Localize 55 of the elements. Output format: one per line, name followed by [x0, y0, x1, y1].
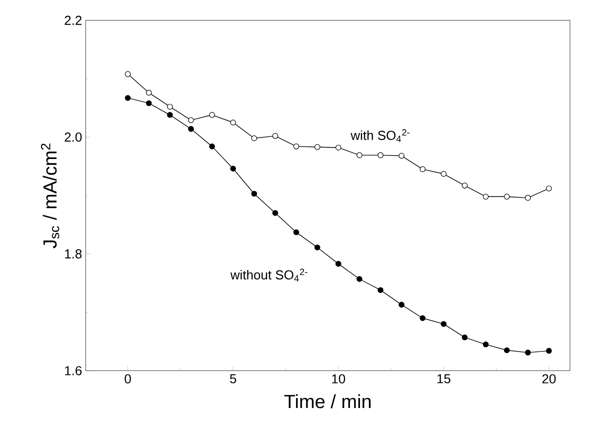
point — [146, 100, 152, 106]
point — [524, 350, 531, 356]
point — [188, 117, 194, 124]
point — [124, 95, 131, 101]
point — [356, 152, 362, 158]
point — [272, 133, 278, 139]
series-label: with SO$_{4}$2- — [350, 129, 410, 142]
point — [124, 71, 131, 77]
point — [314, 244, 320, 250]
point — [209, 112, 215, 118]
point — [146, 90, 152, 96]
point — [420, 315, 426, 322]
point — [440, 321, 447, 327]
y-tick-label: 1.8 — [65, 249, 82, 258]
point — [293, 229, 300, 236]
x-tick-label: 0 — [124, 374, 131, 384]
point — [230, 166, 236, 172]
y-tick-label: 2.0 — [64, 132, 82, 142]
x-tick-label: 5 — [230, 374, 236, 384]
point — [420, 166, 426, 172]
point — [188, 126, 194, 132]
point — [482, 194, 489, 200]
point — [335, 260, 342, 267]
x-tick-label: 10 — [332, 374, 346, 384]
point — [293, 144, 300, 150]
point — [167, 104, 173, 110]
point — [209, 144, 215, 150]
point — [462, 182, 468, 188]
point — [462, 334, 468, 340]
point — [378, 152, 384, 158]
y-axis-title: J$_{sc}$ / mA/cm$^{2}$ — [40, 144, 60, 248]
point — [546, 348, 552, 354]
point — [546, 186, 552, 192]
point — [335, 144, 342, 151]
x-tick-label: 20 — [542, 374, 556, 384]
point — [356, 276, 362, 282]
point — [272, 210, 278, 216]
point — [398, 152, 404, 159]
point — [440, 170, 447, 177]
point — [230, 120, 236, 126]
point — [314, 144, 320, 150]
point — [398, 302, 404, 308]
point — [504, 347, 510, 354]
y-tick-label: 1.6 — [65, 366, 82, 376]
x-axis-title: Time / min — [284, 394, 371, 408]
point — [251, 135, 258, 142]
point — [482, 342, 489, 348]
point — [524, 194, 531, 201]
point — [167, 112, 173, 118]
point — [378, 287, 384, 293]
y-tick-label: 2.2 — [64, 16, 82, 25]
series-label: without SO$_{4}$2- — [230, 268, 308, 282]
point — [504, 194, 510, 200]
x-tick-label: 15 — [437, 374, 450, 384]
point — [251, 190, 258, 197]
